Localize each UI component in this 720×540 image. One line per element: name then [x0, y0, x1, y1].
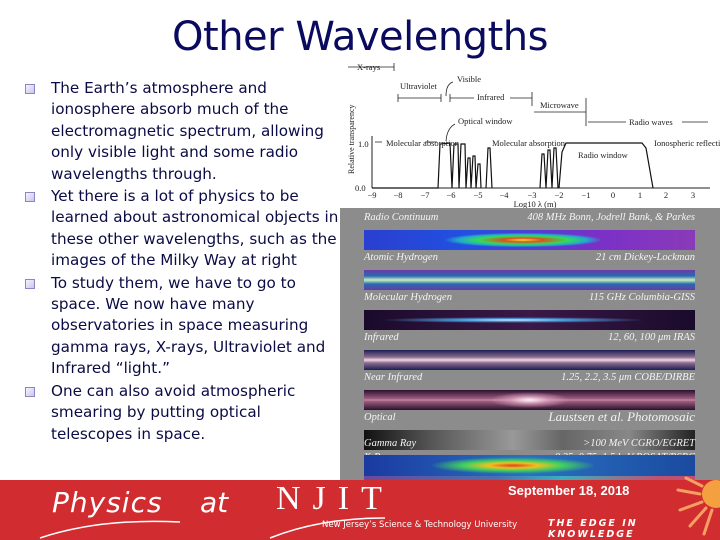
band-source: Laustsen et al. Photomosaic	[548, 409, 695, 424]
checkbox-bullet-icon	[25, 386, 35, 397]
band-label-ultraviolet: Ultraviolet	[400, 81, 437, 91]
infrared-image	[364, 350, 695, 370]
annotation-ionospheric-reflection: Ionospheric reflection	[654, 138, 720, 148]
band-source: 115 GHz Columbia-GISS	[589, 292, 695, 303]
y-axis-label: Relative transparency	[347, 104, 356, 174]
gamma-ray-image	[364, 455, 695, 476]
svg-text:−4: −4	[499, 190, 509, 200]
svg-text:0: 0	[611, 190, 615, 200]
band-label-infrared: Infrared	[477, 92, 505, 102]
band-label-microwave: Microwave	[540, 100, 579, 110]
band-source: >100 MeV CGRO/EGRET	[583, 438, 695, 449]
band-annotations: X-rays Ultraviolet Visible Infrared Micr…	[348, 62, 708, 127]
svg-text:−2: −2	[554, 190, 563, 200]
band-name: Atomic Hydrogen	[364, 252, 438, 263]
optical-image	[364, 430, 695, 450]
radio-continuum-image	[364, 230, 695, 250]
transparency-curve	[372, 142, 654, 189]
checkbox-bullet-icon	[25, 278, 35, 289]
swoosh-decoration	[39, 517, 386, 539]
bullet-text: To study them, we have to go to space. W…	[51, 273, 326, 378]
svg-text:−9: −9	[367, 190, 376, 200]
svg-text:−6: −6	[446, 190, 455, 200]
svg-text:1: 1	[638, 190, 642, 200]
band-source: 12, 60, 100 μm IRAS	[608, 332, 695, 343]
svg-text:1.0: 1.0	[358, 139, 369, 149]
footer-banner: Physics at NJIT New Jersey’s Science & T…	[0, 476, 720, 540]
band-name: Radio Continuum	[364, 212, 439, 223]
svg-text:0.0: 0.0	[355, 183, 366, 193]
band-source: 1.25, 2.2, 3.5 μm COBE/DIRBE	[561, 372, 695, 383]
annotation-molecular-absorption: Molecular absorption	[386, 138, 460, 148]
svg-text:−8: −8	[393, 190, 402, 200]
molecular-hydrogen-image	[364, 310, 695, 330]
svg-text:−1: −1	[581, 190, 590, 200]
svg-text:−7: −7	[420, 190, 429, 200]
bullet-item: One can also avoid atmospheric smearing …	[24, 381, 346, 445]
chart-annotations: Molecular absorption Optical window Mole…	[375, 116, 720, 160]
annotation-optical-window: Optical window	[458, 116, 513, 126]
bullet-item: The Earth’s atmosphere and ionosphere ab…	[24, 78, 346, 185]
slogan: THE EDGE IN KNOWLEDGE	[548, 518, 638, 540]
annotation-molecular-absorption-2: Molecular absorption	[492, 138, 566, 148]
svg-text:3: 3	[691, 190, 695, 200]
chart-axes: 1.0 0.0 Relative transparency −9 −8 −7 −6 −…	[347, 104, 710, 208]
band-source: 21 cm Dickey-Lockman	[595, 252, 695, 263]
bullet-item: To study them, we have to go to space. W…	[24, 273, 346, 380]
bullet-text: The Earth’s atmosphere and ionosphere ab…	[51, 79, 324, 183]
njit-tagline: New Jersey’s Science & Technology Univer…	[322, 520, 518, 530]
annotation-radio-window: Radio window	[578, 150, 629, 160]
band-name: Infrared	[364, 332, 399, 343]
checkbox-bullet-icon	[25, 84, 35, 94]
at-wordmark: at	[200, 486, 229, 519]
sun-icon	[676, 476, 720, 536]
band-label-visible: Visible	[457, 74, 481, 84]
atomic-hydrogen-image	[364, 270, 695, 290]
band-label-xrays: X-rays	[357, 62, 380, 72]
band-name: Gamma Ray	[364, 438, 417, 449]
slide-title: Other Wavelengths	[172, 14, 548, 60]
slide-date: September 18, 2018	[508, 483, 630, 498]
band-source: 408 MHz Bonn, Jodrell Bank, & Parkes	[527, 212, 695, 223]
milky-way-panel: Radio Continuum 408 MHz Bonn, Jodrell Ba…	[340, 208, 720, 480]
band-name: Molecular Hydrogen	[364, 292, 452, 303]
bullet-text: One can also avoid atmospheric smearing …	[51, 381, 296, 443]
njit-logo: NJIT	[276, 480, 394, 517]
band-name: Near Infrared	[364, 372, 423, 383]
physics-wordmark: Physics	[52, 486, 163, 519]
near-infrared-image	[364, 390, 695, 410]
bullet-item: Yet there is a lot of physics to be lear…	[24, 186, 346, 272]
bullet-list: The Earth’s atmosphere and ionosphere ab…	[24, 78, 346, 446]
svg-text:−3: −3	[527, 190, 536, 200]
checkbox-bullet-icon	[25, 192, 35, 203]
band-label-radio: Radio waves	[629, 117, 673, 127]
x-axis-label: Log10 λ (m)	[514, 199, 557, 208]
band-name: Optical	[364, 412, 396, 423]
bullet-text: Yet there is a lot of physics to be lear…	[51, 187, 339, 270]
atmospheric-transparency-chart: X-rays Ultraviolet Visible Infrared Micr…	[347, 62, 720, 208]
svg-text:2: 2	[664, 190, 668, 200]
svg-text:−5: −5	[473, 190, 482, 200]
